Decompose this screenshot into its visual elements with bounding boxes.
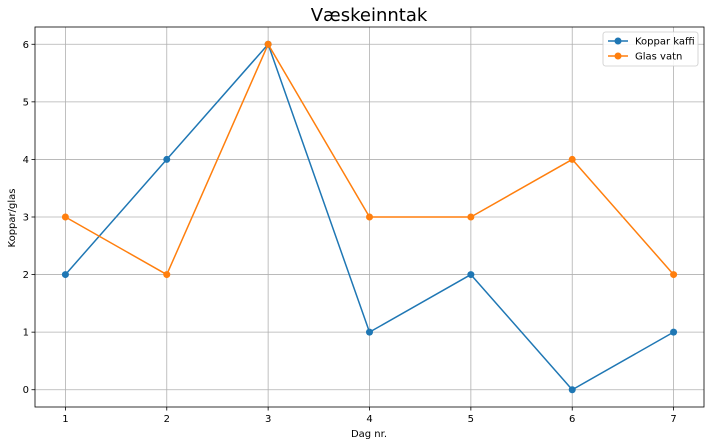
legend-marker [614, 37, 622, 45]
chart-title: Væskeinntak [311, 5, 428, 26]
axes [31, 26, 705, 411]
x-axis-label: Dag nr. [351, 429, 387, 440]
y-tick-label: 2 [23, 270, 29, 281]
series-glas-vatn [61, 40, 678, 279]
plot-frame [34, 26, 705, 408]
x-tick-label: 7 [670, 414, 676, 425]
data-point [670, 271, 678, 279]
x-tick-label: 5 [468, 414, 474, 425]
data-point [163, 155, 171, 163]
legend-label: Koppar kaffi [635, 37, 695, 48]
y-tick-label: 4 [23, 155, 29, 166]
y-axis-label: Koppar/glas [7, 189, 18, 248]
x-tick-label: 4 [366, 414, 372, 425]
x-tick-label: 1 [62, 414, 68, 425]
legend: Koppar kaffi Glas vatn [602, 31, 699, 67]
legend-item: Glas vatn [608, 52, 682, 63]
data-point [670, 328, 678, 336]
data-point [163, 271, 171, 279]
x-tick-label: 3 [265, 414, 271, 425]
y-tick-label: 6 [23, 40, 29, 51]
y-tick-label: 0 [23, 385, 29, 396]
data-point [264, 40, 272, 48]
data-point [61, 271, 69, 279]
data-point [568, 386, 576, 394]
series-koppar-kaffi [61, 40, 678, 394]
y-tick-label: 1 [23, 328, 29, 339]
legend-item: Koppar kaffi [608, 37, 695, 48]
legend-label: Glas vatn [635, 52, 682, 63]
y-tick-label: 3 [23, 213, 29, 224]
x-tick-label: 2 [164, 414, 170, 425]
data-point [366, 328, 373, 336]
data-point [366, 213, 373, 221]
grid-lines [35, 27, 704, 407]
tick-labels: 1 2 3 4 5 6 7 0 1 2 3 4 5 6 [23, 40, 677, 425]
y-tick-label: 5 [23, 97, 29, 108]
data-point [467, 213, 475, 221]
data-point [568, 155, 576, 163]
data-point [467, 271, 475, 279]
legend-marker [614, 52, 622, 60]
x-tick-label: 6 [569, 414, 575, 425]
series-layer [61, 40, 678, 394]
data-point [61, 213, 69, 221]
